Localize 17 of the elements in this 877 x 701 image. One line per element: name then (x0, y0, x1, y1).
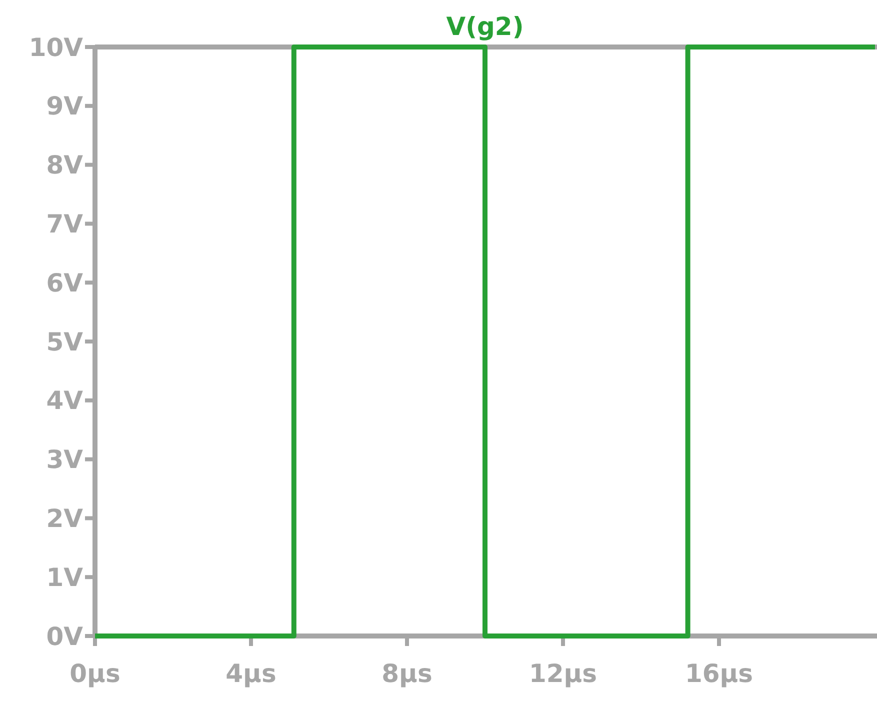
y-tick-label: 4V (46, 386, 84, 416)
y-tick-label: 2V (46, 504, 84, 533)
y-tick-label: 7V (46, 209, 84, 238)
y-tick-label: 3V (46, 445, 84, 474)
x-tick-label: 12µs (528, 659, 598, 688)
x-tick-label: 4µs (226, 659, 276, 688)
y-tick-label: 0V (46, 622, 84, 651)
x-tick-label: 16µs (684, 659, 754, 688)
y-tick-label: 5V (46, 327, 84, 356)
y-tick-label: 10V (28, 32, 84, 62)
x-tick-label: 8µs (382, 659, 432, 688)
x-tick-label: 0µs (70, 659, 120, 688)
y-tick-label: 6V (46, 268, 84, 298)
y-tick-label: 9V (46, 92, 84, 121)
y-tick-label: 1V (46, 562, 84, 592)
y-tick-label: 8V (46, 150, 84, 180)
series-label: V(g2) (446, 12, 524, 41)
